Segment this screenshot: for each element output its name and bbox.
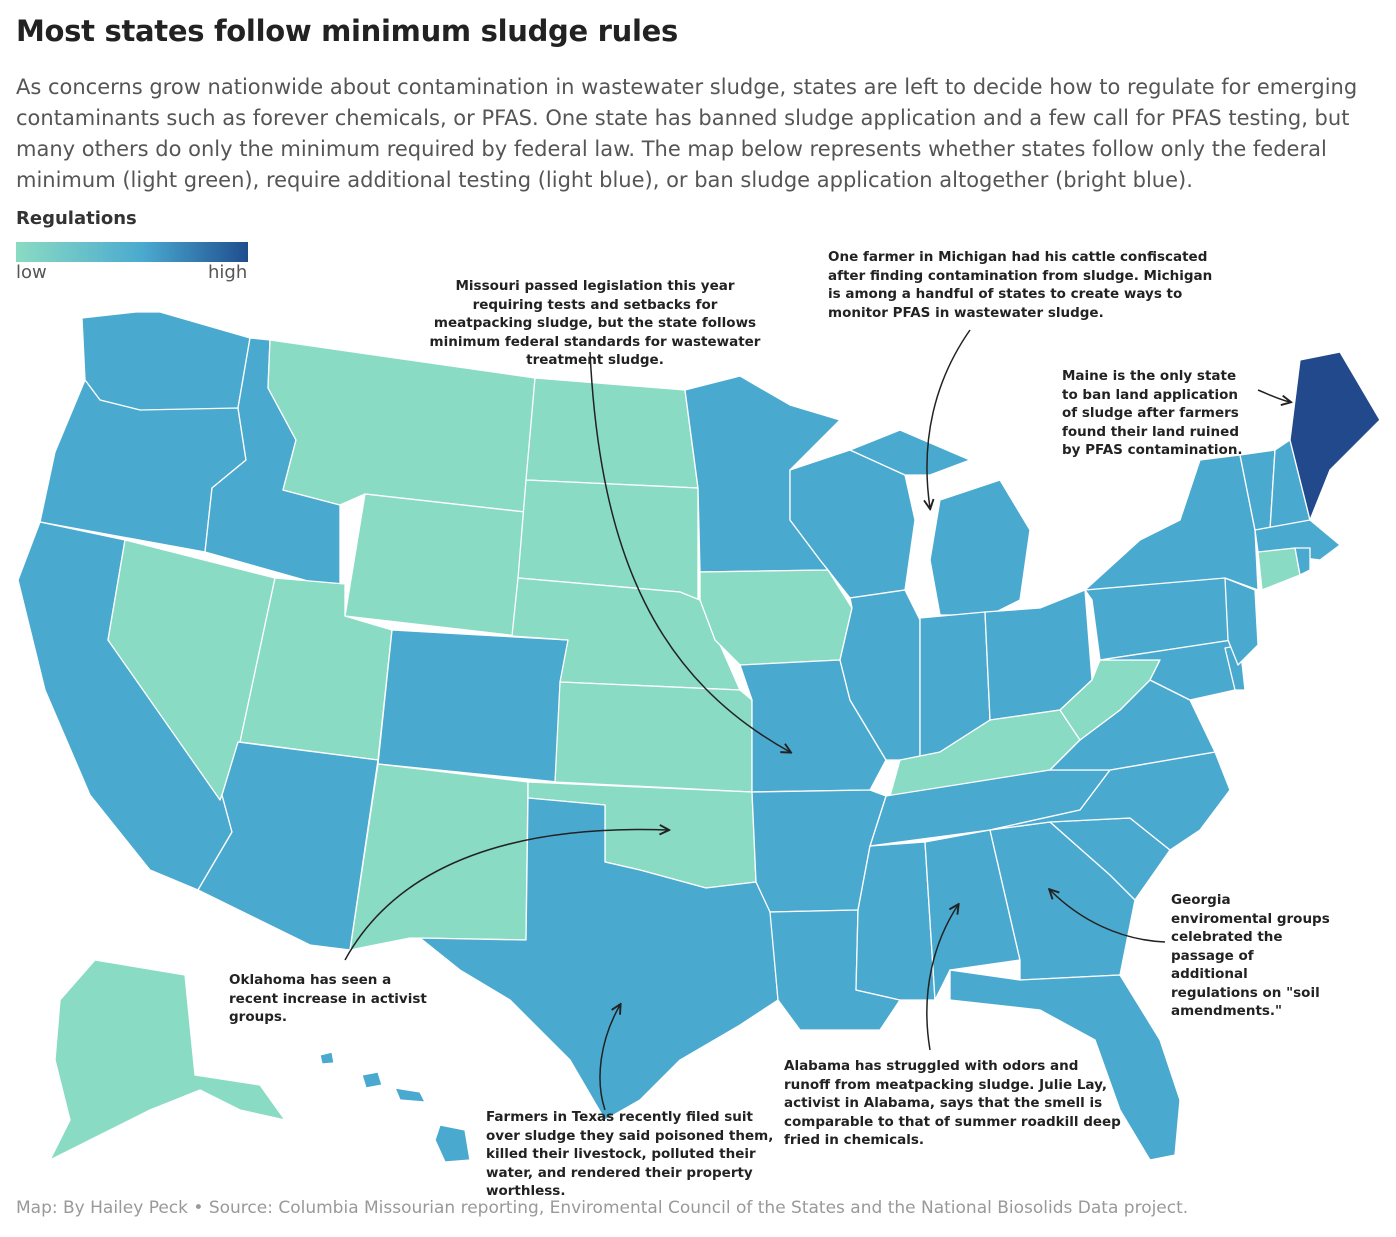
annotation-missouri: Missouri passed legislation this year re… [429, 278, 761, 368]
state-kansas [554, 681, 753, 793]
state-texas [419, 797, 779, 1121]
georgia-arrow [1050, 890, 1166, 943]
state-illinois [839, 589, 921, 761]
missouri-arrow [589, 351, 790, 752]
annotation-georgia: Georgia enviromental groups celebrated t… [1171, 892, 1330, 1019]
state-wyoming [344, 493, 526, 637]
state-new-jersey [1224, 577, 1259, 666]
michigan-arrow [927, 329, 971, 508]
annotation-maine: Maine is the only state to ban land appl… [1062, 368, 1243, 458]
legend-high-label: high [208, 262, 248, 283]
state-alaska [49, 959, 286, 1161]
state-washington [81, 311, 251, 415]
state-mississippi [855, 841, 936, 1001]
annotation-michigan: One farmer in Michigan had his cattle co… [828, 249, 1213, 321]
state-north-dakota [525, 377, 699, 489]
texas-arrow [599, 1005, 620, 1111]
page-subtitle: As concerns grow nationwide about contam… [16, 75, 1358, 192]
maine-arrow [1257, 389, 1290, 402]
state-new-mexico [349, 763, 529, 951]
legend-color-bar [16, 242, 248, 262]
state-colorado [377, 629, 569, 783]
state-alabama [924, 829, 1021, 1001]
footer-credits: Map: By Hailey Peck • Source: Columbia M… [16, 1198, 1189, 1218]
annotation-alabama: Alabama has struggled with odors and run… [784, 1058, 1121, 1148]
page-title: Most states follow minimum sludge rules [16, 14, 678, 48]
legend-title: Regulations [16, 208, 137, 229]
legend-low-label: low [16, 262, 47, 283]
state-michigan [849, 429, 1031, 616]
annotation-texas: Farmers in Texas recently filed suit ove… [486, 1109, 774, 1199]
alabama-arrow [926, 905, 958, 1051]
state-rhode-island [1294, 547, 1311, 576]
annotation-oklahoma: Oklahoma has seen a recent increase in a… [229, 972, 427, 1025]
state-florida [949, 969, 1181, 1161]
state-hawaii [319, 1051, 471, 1163]
state-new-york [1084, 454, 1259, 591]
state-maine [1289, 351, 1381, 521]
oklahoma-arrow [344, 830, 668, 961]
state-connecticut [1257, 547, 1301, 591]
